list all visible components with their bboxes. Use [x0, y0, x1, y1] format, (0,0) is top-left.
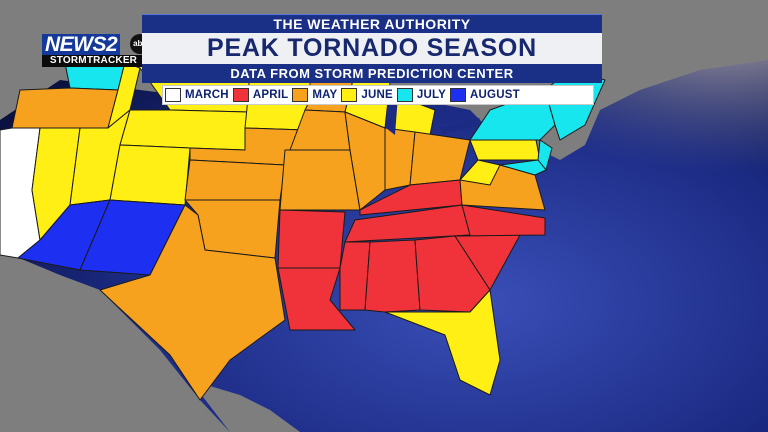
legend-label: MAY [312, 89, 338, 101]
legend-item-may: MAY [292, 88, 337, 102]
state-KS [184, 159, 286, 201]
legend-item-june: JUNE [341, 88, 393, 102]
legend-item-april: APRIL [232, 88, 289, 102]
legend-item-august: AUGUST [450, 88, 520, 102]
legend-item-march: MARCH [165, 88, 229, 102]
state-TX [99, 204, 286, 401]
state-MO [279, 149, 361, 211]
state-NC [454, 204, 546, 237]
month-legend: MARCH APRIL MAY JUNE JULY AUGUST [162, 85, 594, 105]
state-AR [277, 209, 346, 269]
state-OR [11, 87, 119, 129]
lake-erie [440, 118, 480, 134]
station-logo: NEWS2 abc STORMTRACKER [42, 34, 150, 68]
legend-swatch [292, 88, 309, 102]
land-mexico-east [190, 380, 300, 432]
legend-label: JULY [416, 89, 447, 101]
state-FL [384, 289, 501, 396]
legend-item-july: JULY [396, 88, 447, 102]
legend-swatch [450, 88, 467, 102]
legend-swatch [341, 88, 358, 102]
legend-label: APRIL [252, 89, 289, 101]
state-LA [277, 267, 356, 331]
state-IL [344, 111, 386, 211]
state-WY [119, 109, 249, 151]
state-MS [339, 241, 371, 311]
state-MD-DE [499, 159, 547, 176]
logo-news: NEWS2 [42, 34, 121, 55]
land-south [0, 250, 230, 432]
page-title: PEAK TORNADO SEASON [142, 33, 602, 64]
subtitle-banner: DATA FROM STORM PREDICTION CENTER [142, 64, 602, 83]
legend-label: MARCH [185, 89, 229, 101]
legend-swatch [396, 88, 413, 102]
state-CO [109, 144, 191, 206]
legend-swatch [232, 88, 249, 102]
supertitle-banner: THE WEATHER AUTHORITY [142, 14, 602, 33]
legend-label: JUNE [361, 89, 393, 101]
state-AL [364, 239, 421, 313]
state-OH [409, 131, 471, 186]
legend-swatch [165, 88, 181, 102]
logo-tagline: STORMTRACKER [42, 55, 145, 67]
legend-label: AUGUST [470, 89, 520, 101]
